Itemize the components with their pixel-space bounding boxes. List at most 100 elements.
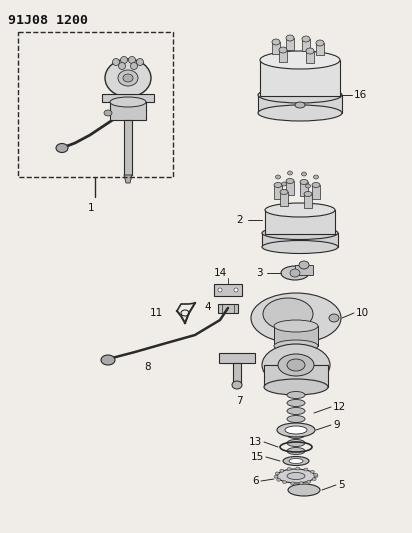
Polygon shape — [124, 175, 132, 183]
Ellipse shape — [104, 110, 112, 116]
Ellipse shape — [295, 102, 305, 108]
Ellipse shape — [265, 203, 335, 217]
Ellipse shape — [131, 62, 138, 69]
Bar — [233, 363, 241, 385]
Ellipse shape — [302, 172, 307, 176]
Bar — [316, 43, 324, 55]
Bar — [306, 51, 314, 63]
Ellipse shape — [287, 448, 305, 455]
Ellipse shape — [263, 298, 313, 330]
Ellipse shape — [277, 478, 281, 481]
Ellipse shape — [272, 39, 280, 45]
Ellipse shape — [118, 70, 138, 86]
Bar — [286, 38, 294, 50]
Ellipse shape — [287, 400, 305, 407]
Ellipse shape — [296, 467, 300, 470]
Bar — [258, 95, 342, 113]
Ellipse shape — [286, 35, 294, 41]
Ellipse shape — [56, 143, 68, 152]
Bar — [302, 39, 310, 51]
Text: 1: 1 — [88, 203, 94, 213]
Ellipse shape — [314, 175, 318, 179]
Bar — [274, 326, 318, 346]
Ellipse shape — [274, 340, 318, 352]
Ellipse shape — [101, 355, 115, 365]
Ellipse shape — [110, 97, 146, 107]
Ellipse shape — [290, 269, 300, 277]
Ellipse shape — [274, 182, 282, 188]
Ellipse shape — [285, 426, 307, 434]
Ellipse shape — [299, 482, 303, 484]
Ellipse shape — [277, 423, 315, 437]
Text: 10: 10 — [356, 308, 369, 318]
Ellipse shape — [260, 51, 340, 69]
Ellipse shape — [112, 59, 119, 66]
Bar — [265, 210, 335, 234]
Ellipse shape — [232, 381, 242, 389]
Ellipse shape — [280, 469, 284, 472]
Ellipse shape — [105, 59, 151, 97]
Ellipse shape — [287, 392, 305, 399]
Text: 13: 13 — [249, 437, 262, 447]
Ellipse shape — [289, 458, 303, 464]
Ellipse shape — [234, 288, 238, 292]
Bar — [18, 32, 173, 177]
Ellipse shape — [314, 474, 318, 478]
Ellipse shape — [287, 359, 305, 371]
Bar — [279, 50, 287, 62]
Ellipse shape — [304, 468, 308, 471]
Ellipse shape — [251, 293, 341, 343]
Ellipse shape — [286, 179, 294, 183]
Ellipse shape — [288, 171, 293, 175]
Bar — [295, 265, 313, 275]
Text: 15: 15 — [251, 452, 264, 462]
Text: 2: 2 — [236, 215, 243, 225]
Bar — [312, 185, 320, 199]
Ellipse shape — [262, 227, 338, 239]
Ellipse shape — [258, 105, 342, 121]
Ellipse shape — [287, 416, 305, 423]
Ellipse shape — [280, 190, 288, 195]
Ellipse shape — [276, 175, 281, 179]
Text: 11: 11 — [150, 308, 163, 318]
Ellipse shape — [304, 191, 312, 197]
Ellipse shape — [314, 473, 318, 476]
Bar — [219, 353, 255, 363]
Ellipse shape — [287, 408, 305, 415]
Ellipse shape — [274, 475, 278, 478]
Ellipse shape — [300, 180, 308, 184]
Bar — [102, 94, 154, 102]
Ellipse shape — [287, 467, 291, 471]
Ellipse shape — [277, 469, 315, 483]
Ellipse shape — [281, 266, 309, 280]
Bar — [280, 192, 288, 206]
Ellipse shape — [288, 484, 320, 496]
Ellipse shape — [275, 472, 279, 475]
Bar — [218, 304, 238, 313]
Text: 14: 14 — [213, 268, 227, 278]
Ellipse shape — [302, 36, 310, 42]
Ellipse shape — [136, 59, 143, 66]
Bar — [274, 185, 282, 199]
Ellipse shape — [287, 432, 305, 439]
Ellipse shape — [287, 472, 305, 480]
Bar — [300, 182, 308, 196]
Ellipse shape — [329, 314, 339, 322]
Ellipse shape — [290, 482, 295, 485]
Bar — [304, 194, 312, 208]
Ellipse shape — [312, 182, 320, 188]
Text: 9: 9 — [333, 420, 339, 430]
Bar — [110, 102, 146, 120]
Ellipse shape — [316, 40, 324, 46]
Text: 7: 7 — [236, 396, 242, 406]
Ellipse shape — [120, 56, 127, 63]
Ellipse shape — [312, 478, 316, 481]
Bar — [264, 365, 328, 387]
Text: 8: 8 — [145, 362, 151, 372]
Ellipse shape — [123, 74, 133, 82]
Bar — [124, 120, 132, 175]
Text: 12: 12 — [333, 402, 346, 412]
Ellipse shape — [287, 424, 305, 431]
Text: 16: 16 — [354, 90, 367, 100]
Ellipse shape — [262, 240, 338, 254]
